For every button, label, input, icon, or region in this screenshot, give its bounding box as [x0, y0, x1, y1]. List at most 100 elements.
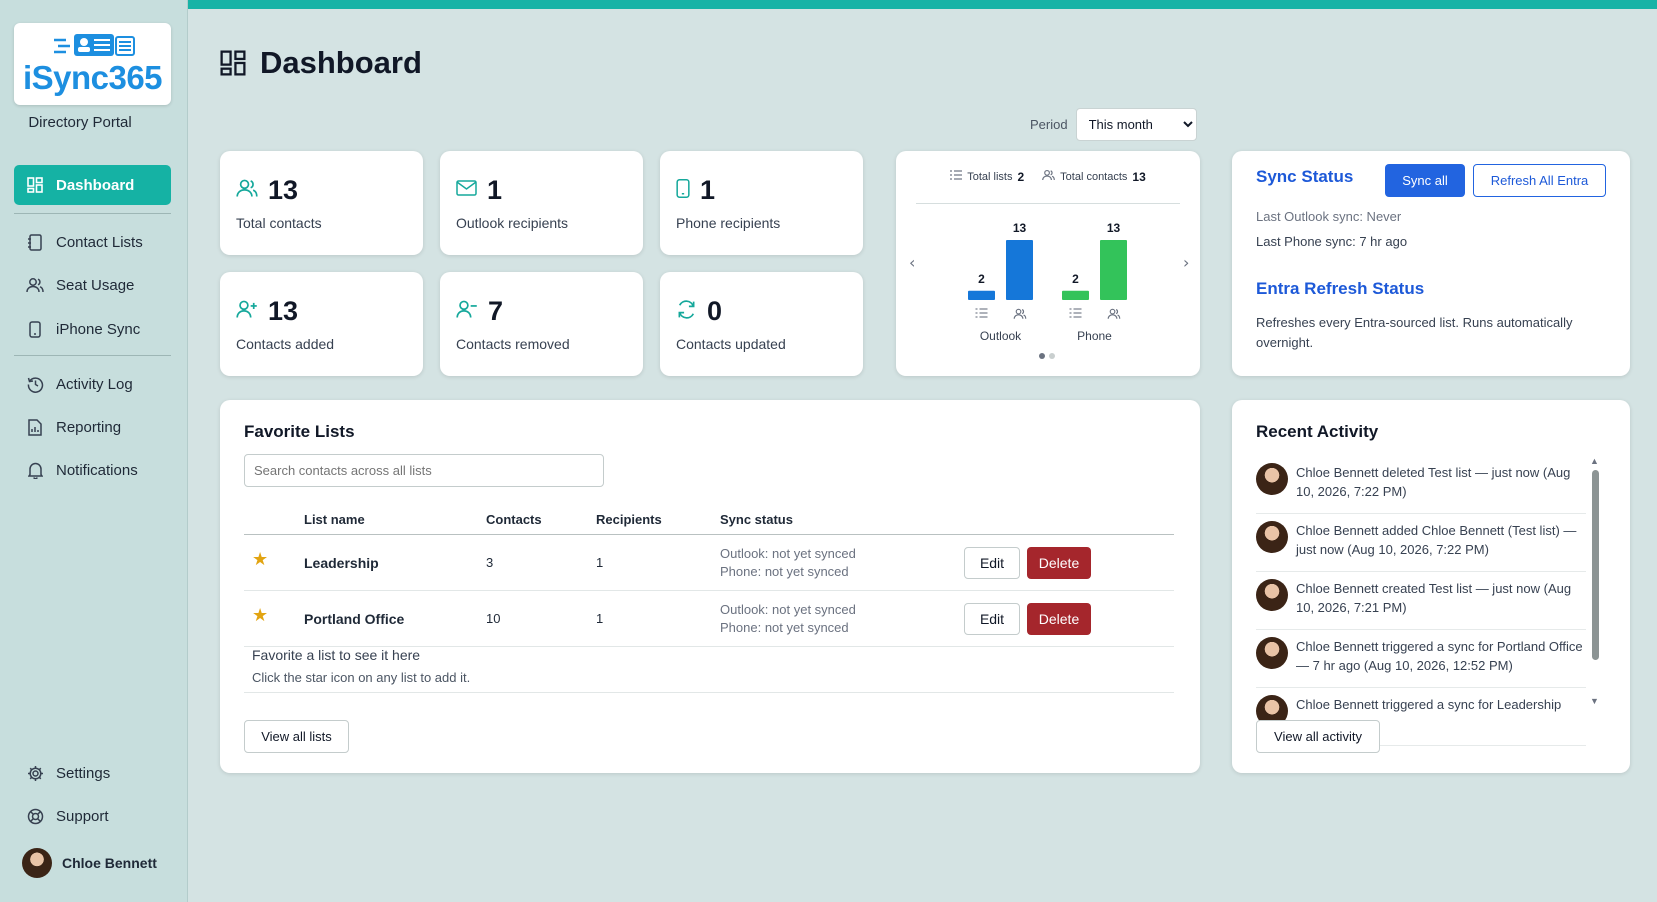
activity-list[interactable]: Chloe Bennett deleted Test list — just n… [1256, 456, 1586, 762]
view-all-lists-button[interactable]: View all lists [244, 720, 349, 753]
sync-status-phone: Phone: not yet synced [720, 564, 849, 579]
user-minus-icon [456, 299, 478, 324]
stat-card-total-contacts: 13 Total contacts [220, 151, 423, 255]
stat-card-contacts-removed: 7 Contacts removed [440, 272, 643, 376]
sidebar-item-contact-lists[interactable]: Contact Lists [14, 222, 171, 262]
star-icon[interactable]: ★ [252, 549, 269, 569]
delete-button[interactable]: Delete [1027, 603, 1091, 635]
sidebar-item-label: Reporting [56, 418, 122, 436]
stat-value: 1 [487, 175, 503, 205]
sync-status-title: Sync Status [1256, 167, 1354, 186]
avatar [1256, 521, 1288, 553]
table-row: ★ Portland Office 10 1 Outlook: not yet … [244, 591, 1174, 647]
list-name[interactable]: Leadership [304, 555, 379, 571]
stat-label: Contacts removed [456, 336, 570, 352]
activity-item: Chloe Bennett added Chloe Bennett (Test … [1256, 514, 1586, 572]
sync-status-outlook: Outlook: not yet synced [720, 546, 856, 561]
sidebar-item-label: Seat Usage [56, 276, 135, 294]
edit-button[interactable]: Edit [964, 603, 1020, 635]
activity-item: Chloe Bennett deleted Test list — just n… [1256, 456, 1586, 514]
recent-activity-title: Recent Activity [1256, 422, 1379, 441]
search-contacts-input[interactable] [244, 454, 604, 487]
sidebar-item-label: iPhone Sync [56, 320, 141, 338]
chart-bar [1062, 290, 1089, 300]
sync-status: Outlook: not yet synced Phone: not yet sy… [720, 601, 856, 637]
stat-label: Contacts updated [676, 336, 786, 352]
view-all-activity-button[interactable]: View all activity [1256, 720, 1380, 753]
avatar [1256, 637, 1288, 669]
table-header: List name Contacts Recipients Sync statu… [244, 508, 1174, 535]
chevron-right-icon[interactable]: › [1183, 253, 1189, 272]
stat-label: Total contacts [236, 215, 322, 231]
sidebar: iSync365 Directory Portal Dashboard Cont… [0, 0, 188, 902]
sidebar-item-seat-usage[interactable]: Seat Usage [14, 265, 171, 305]
phone-icon [676, 178, 690, 204]
recipients-count: 1 [596, 555, 604, 570]
activity-text: Chloe Bennett triggered a sync for Leade… [1296, 697, 1562, 712]
activity-text: Chloe Bennett triggered a sync for Portl… [1296, 639, 1583, 673]
activity-item: Chloe Bennett triggered a sync for Leade… [1256, 688, 1586, 746]
nav-divider [14, 355, 171, 356]
stat-card-phone-recipients: 1 Phone recipients [660, 151, 863, 255]
sidebar-item-iphone-sync[interactable]: iPhone Sync [14, 309, 171, 349]
sidebar-item-dashboard[interactable]: Dashboard [14, 165, 171, 205]
sidebar-item-label: Settings [56, 764, 111, 782]
refresh-all-entra-button[interactable]: Refresh All Entra [1473, 164, 1606, 197]
activity-text: Chloe Bennett added Chloe Bennett (Test … [1296, 523, 1577, 557]
activity-item: Chloe Bennett triggered a sync for Portl… [1256, 630, 1586, 688]
sidebar-item-support[interactable]: Support [14, 796, 171, 836]
list-name[interactable]: Portland Office [304, 611, 405, 627]
carousel-dot[interactable] [1039, 353, 1045, 359]
bar-value-label: 13 [1107, 221, 1121, 235]
bar-value-label: 2 [978, 272, 985, 286]
last-outlook-sync: Last Outlook sync: Never [1256, 209, 1402, 224]
sidebar-item-notifications[interactable]: Notifications [14, 450, 171, 490]
stat-value: 13 [268, 296, 299, 326]
entra-refresh-title: Entra Refresh Status [1256, 279, 1425, 298]
scroll-up-arrow-icon[interactable]: ▲ [1590, 456, 1599, 466]
page-title: Dashboard [220, 45, 422, 81]
history-icon [26, 375, 44, 393]
scroll-down-arrow-icon[interactable]: ▼ [1590, 696, 1599, 706]
dashboard-icon [220, 50, 246, 76]
avatar [1256, 579, 1288, 611]
carousel-dot[interactable] [1049, 353, 1055, 359]
sync-status: Outlook: not yet synced Phone: not yet sy… [720, 545, 856, 581]
brand-name: iSync365 [22, 59, 163, 96]
sidebar-item-reporting[interactable]: Reporting [14, 407, 171, 447]
portal-label: Directory Portal [28, 114, 132, 131]
sidebar-item-settings[interactable]: Settings [14, 753, 171, 793]
brand-logo[interactable]: iSync365 [14, 23, 171, 105]
recipients-count: 1 [596, 611, 604, 626]
scrollbar-thumb[interactable] [1592, 470, 1599, 660]
contacts-count: 10 [486, 611, 501, 626]
phone-icon [26, 320, 44, 338]
column-header[interactable]: Recipients [596, 512, 662, 527]
activity-text: Chloe Bennett deleted Test list — just n… [1296, 465, 1571, 499]
stat-value: 1 [700, 175, 716, 205]
period-label: Period [1030, 117, 1068, 132]
column-header[interactable]: Contacts [486, 512, 542, 527]
sync-all-button[interactable]: Sync all [1385, 164, 1465, 197]
delete-button[interactable]: Delete [1027, 547, 1091, 579]
category-label: Phone [1077, 329, 1112, 343]
activity-item: Chloe Bennett created Test list — just n… [1256, 572, 1586, 630]
edit-button[interactable]: Edit [964, 547, 1020, 579]
list-icon [950, 170, 963, 183]
period-select[interactable]: This month [1075, 108, 1197, 141]
chart-legend: Total lists 2 Total contacts 13 [896, 169, 1200, 184]
chevron-left-icon[interactable]: ‹ [909, 253, 915, 272]
column-header[interactable]: Sync status [720, 512, 793, 527]
sidebar-item-label: Dashboard [56, 176, 135, 194]
column-header[interactable]: List name [304, 512, 365, 527]
activity-scrollbar[interactable]: ▲ ▼ [1590, 456, 1600, 762]
star-icon[interactable]: ★ [252, 605, 269, 625]
report-icon [26, 418, 44, 436]
favorite-lists-title: Favorite Lists [244, 422, 355, 441]
stat-value: 0 [707, 296, 723, 326]
sidebar-item-activity-log[interactable]: Activity Log [14, 364, 171, 404]
user-profile[interactable]: Chloe Bennett [22, 848, 157, 878]
legend-value: 13 [1132, 169, 1146, 184]
user-plus-icon [236, 299, 258, 324]
stat-value: 13 [268, 175, 299, 205]
